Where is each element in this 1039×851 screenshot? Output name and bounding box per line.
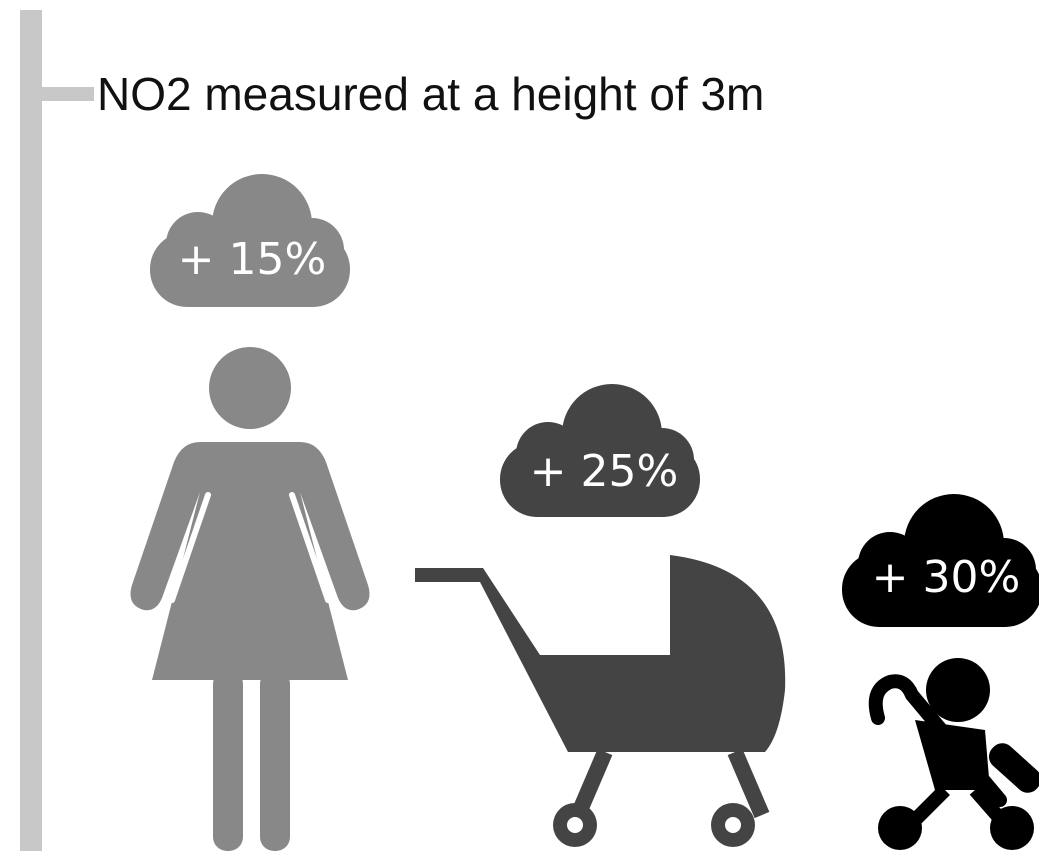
pram-group: + 25%: [415, 384, 786, 847]
pram-wheel-hub: [567, 817, 583, 833]
cloud-label: + 25%: [530, 446, 679, 497]
woman-head: [209, 347, 291, 429]
stroller-seat-top: [926, 658, 990, 722]
stroller-canopy: [988, 743, 1039, 793]
woman-body: [130, 442, 370, 680]
cloud-label: + 15%: [178, 234, 327, 285]
woman-arm-gap: [289, 492, 331, 603]
timeline-tick: [42, 87, 94, 101]
cloud-label: + 30%: [872, 552, 1021, 603]
woman-group: + 15%: [130, 174, 370, 851]
woman-leg: [260, 670, 290, 851]
woman-arm-gap: [169, 492, 211, 603]
pram-wheel-hub: [725, 817, 741, 833]
stroller-wheel: [878, 806, 922, 850]
timeline-bar: [20, 10, 42, 851]
pram-body: [415, 555, 786, 752]
title: NO2 measured at a height of 3m: [97, 68, 764, 120]
stroller-group: + 30%: [842, 494, 1039, 850]
stroller-wheel: [990, 806, 1034, 850]
woman-leg: [213, 670, 243, 851]
stroller-handle: [868, 674, 1007, 807]
stroller-seat: [915, 720, 990, 790]
